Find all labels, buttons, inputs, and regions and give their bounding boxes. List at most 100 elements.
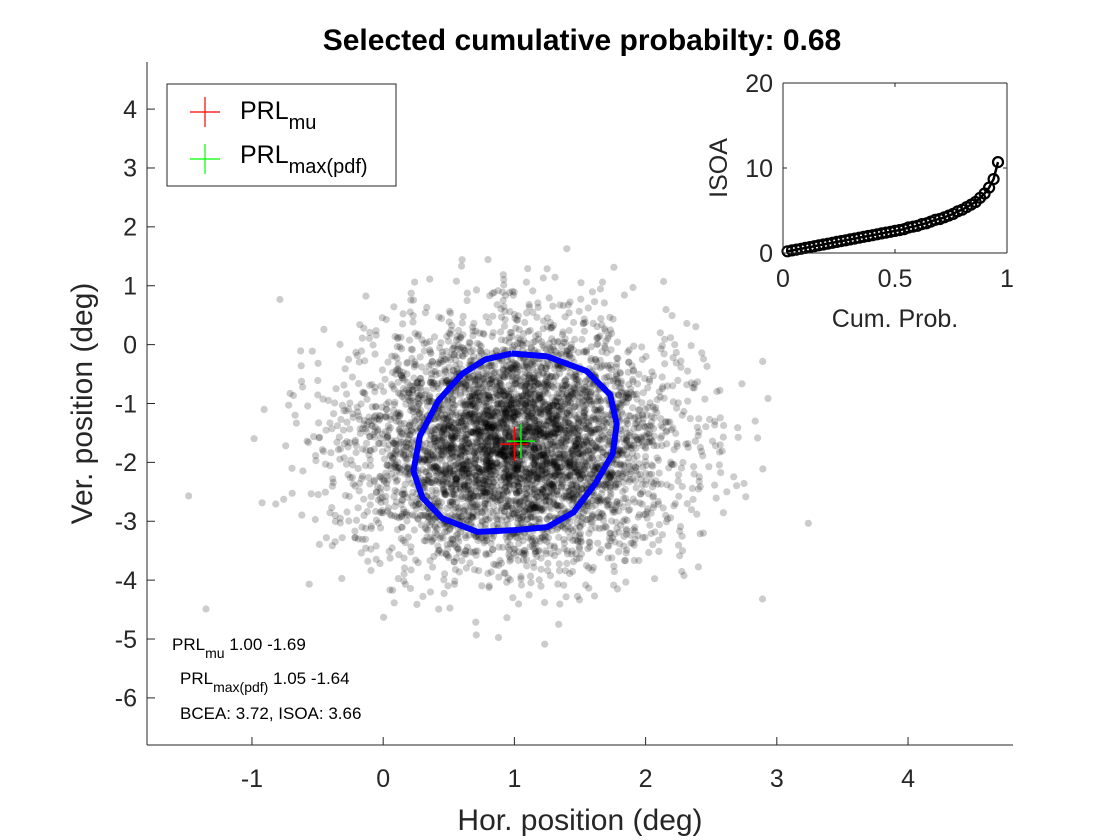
scatter-point xyxy=(553,390,561,398)
scatter-point xyxy=(380,478,388,486)
scatter-point xyxy=(464,458,473,466)
scatter-point xyxy=(548,324,556,332)
scatter-point xyxy=(519,556,528,564)
scatter-point xyxy=(530,470,538,478)
scatter-point xyxy=(592,514,600,522)
scatter-point xyxy=(409,296,418,304)
scatter-point xyxy=(452,475,460,483)
scatter-point xyxy=(505,433,513,441)
scatter-point xyxy=(545,374,554,382)
scatter-point xyxy=(567,387,575,395)
scatter-point xyxy=(546,324,555,332)
scatter-point xyxy=(633,452,641,460)
scatter-point xyxy=(384,476,392,484)
scatter-point xyxy=(508,471,516,480)
scatter-point xyxy=(399,310,407,318)
scatter-point xyxy=(369,341,377,349)
scatter-point xyxy=(608,554,616,562)
scatter-point xyxy=(522,278,531,286)
scatter-point xyxy=(519,341,527,349)
scatter-point xyxy=(396,428,404,436)
scatter-point xyxy=(531,417,539,425)
scatter-point xyxy=(591,298,599,306)
scatter-point xyxy=(393,488,401,496)
scatter-point xyxy=(544,567,552,575)
scatter-point xyxy=(546,344,554,352)
scatter-point xyxy=(528,412,536,420)
scatter-point xyxy=(552,501,560,509)
scatter-point xyxy=(705,463,713,471)
scatter-point xyxy=(715,461,724,469)
scatter-point xyxy=(447,498,455,506)
scatter-point xyxy=(674,376,682,384)
scatter-point xyxy=(668,312,676,320)
scatter-point xyxy=(457,492,465,500)
scatter-point xyxy=(428,486,436,494)
scatter-point xyxy=(441,366,449,374)
scatter-point xyxy=(500,405,508,413)
scatter-point xyxy=(624,420,632,428)
scatter-point xyxy=(507,424,515,433)
scatter-point xyxy=(407,445,415,453)
scatter-point xyxy=(603,496,611,504)
scatter-point xyxy=(552,347,560,355)
scatter-point xyxy=(378,430,386,438)
scatter-point xyxy=(547,381,555,389)
scatter-point xyxy=(508,395,516,404)
scatter-point xyxy=(510,408,518,417)
scatter-point xyxy=(478,582,486,590)
scatter-point xyxy=(460,507,468,515)
scatter-point xyxy=(662,428,670,436)
scatter-point xyxy=(517,581,526,589)
scatter-point xyxy=(360,511,368,519)
scatter-point xyxy=(379,508,387,517)
scatter-point xyxy=(409,397,417,405)
scatter-point xyxy=(556,301,564,309)
scatter-point xyxy=(501,569,509,577)
scatter-point xyxy=(437,471,445,479)
scatter-point xyxy=(545,294,553,302)
scatter-point xyxy=(464,430,472,438)
scatter-point xyxy=(643,438,651,446)
scatter-point xyxy=(599,448,607,456)
scatter-point xyxy=(519,356,527,364)
scatter-point xyxy=(484,411,492,419)
scatter-point xyxy=(416,374,424,383)
scatter-point xyxy=(410,363,418,371)
scatter-point xyxy=(501,316,509,324)
scatter-point xyxy=(463,474,471,482)
scatter-point xyxy=(699,355,708,363)
scatter-point xyxy=(467,429,475,437)
scatter-point xyxy=(427,451,435,459)
scatter-point xyxy=(382,469,390,477)
scatter-point xyxy=(656,329,664,337)
scatter-point xyxy=(440,425,448,433)
scatter-point xyxy=(486,457,494,465)
scatter-point xyxy=(476,432,484,440)
scatter-point xyxy=(388,352,396,360)
scatter-point xyxy=(427,349,435,357)
scatter-point xyxy=(473,503,481,511)
scatter-point xyxy=(525,374,533,382)
scatter-point xyxy=(569,496,577,504)
scatter-point xyxy=(592,463,600,471)
scatter-point xyxy=(586,391,595,399)
scatter-point xyxy=(463,422,471,430)
scatter-point xyxy=(546,480,554,489)
scatter-point xyxy=(372,507,380,516)
scatter-point xyxy=(484,425,492,433)
scatter-point xyxy=(567,467,576,475)
scatter-point xyxy=(596,397,604,405)
scatter-point xyxy=(517,407,525,415)
scatter-point xyxy=(600,299,608,307)
scatter-point xyxy=(702,423,710,431)
scatter-point xyxy=(493,419,501,427)
scatter-point xyxy=(554,505,562,513)
scatter-point xyxy=(482,462,490,470)
scatter-point xyxy=(442,441,451,449)
scatter-point xyxy=(575,596,584,604)
scatter-point xyxy=(596,513,604,522)
scatter-point xyxy=(580,424,589,432)
scatter-point xyxy=(598,348,606,356)
scatter-point xyxy=(586,515,594,523)
